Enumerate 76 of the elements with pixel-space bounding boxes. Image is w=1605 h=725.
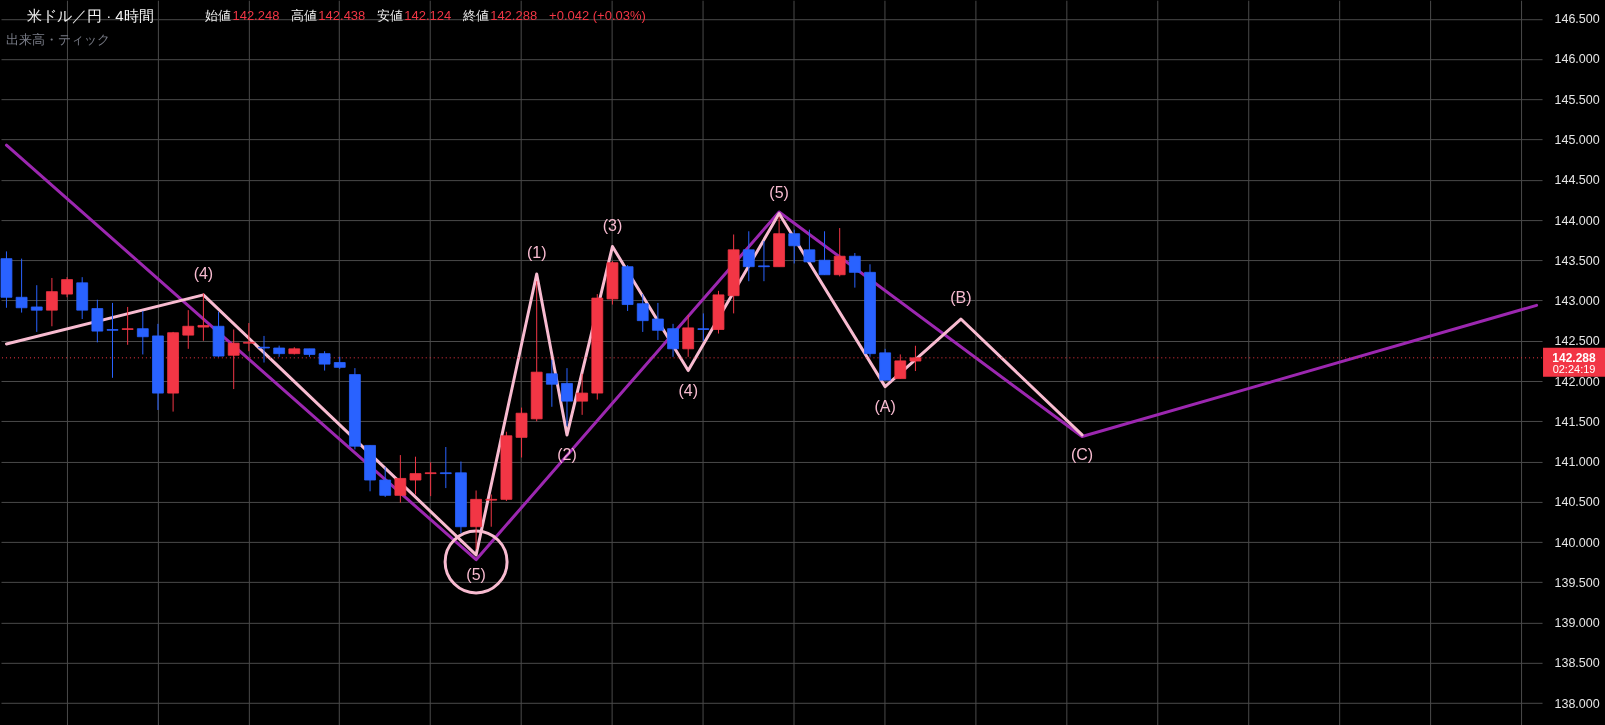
candlestick (439, 446, 452, 489)
line-series (4, 143, 1539, 562)
annotation: 142.124 (404, 8, 452, 24)
y-tick-label: 141.000 (1554, 455, 1600, 470)
candlestick (136, 310, 149, 355)
candlestick (667, 323, 679, 358)
candlestick (545, 359, 558, 408)
candlestick (788, 229, 801, 264)
y-tick-label: 146.500 (1554, 12, 1600, 27)
candlestick (682, 314, 695, 358)
candlestick (91, 299, 104, 343)
candlestick (742, 230, 755, 282)
candlestick (758, 240, 770, 282)
candlestick (121, 306, 134, 346)
annotation: 安値 (377, 8, 404, 24)
candlestick (424, 461, 437, 497)
candlestick (485, 494, 498, 528)
candlestick (197, 292, 210, 342)
annotation: (3) (602, 216, 623, 234)
candlestick (30, 284, 43, 333)
annotation: (C) (1070, 445, 1094, 463)
candlestick (182, 309, 195, 350)
annotation: 終値 (462, 8, 490, 24)
annotation: (4) (193, 264, 214, 282)
annotation: (4) (678, 381, 698, 399)
y-tick-label: 138.500 (1554, 656, 1600, 671)
y-tick-label: 138.000 (1554, 696, 1600, 711)
annotation: (5) (769, 183, 789, 201)
candlestick (243, 322, 255, 352)
candlestick (409, 456, 422, 496)
y-tick-label: 146.000 (1554, 52, 1600, 67)
candlestick (818, 230, 831, 276)
y-tick-label: 145.000 (1554, 133, 1600, 147)
y-tick-label: 139.000 (1554, 616, 1600, 631)
candlestick (833, 227, 846, 277)
y-tick-label: 142.000 (1554, 374, 1600, 389)
candlestick (697, 312, 710, 342)
y-tick-label: 140.500 (1554, 495, 1600, 510)
y-tick-label: 143.000 (1554, 294, 1600, 309)
annotation: 142.438 (318, 8, 366, 24)
candlestick (636, 293, 649, 333)
annotation: 142.248 (232, 8, 280, 24)
candlestick (106, 302, 119, 379)
annotation: 142.288 (490, 8, 538, 24)
candlestick (379, 466, 392, 498)
candlestick (258, 335, 270, 363)
annotation: (5) (466, 565, 486, 583)
annotation: (A) (874, 397, 896, 415)
y-tick-label: 144.000 (1554, 213, 1600, 228)
annotation: (B) (950, 289, 972, 307)
annotation: 始値 (205, 8, 232, 24)
candlestick (652, 302, 664, 341)
candlestick (46, 277, 58, 327)
annotation: +0.042 (+0.03%) (549, 8, 646, 24)
ref-line-label: 142.288 (1552, 350, 1597, 365)
chart-title: 米ドル／円 · 4時間 (26, 7, 154, 25)
y-tick-label: 145.500 (1554, 92, 1600, 107)
candlestick (318, 350, 331, 372)
candlestick (561, 367, 573, 427)
candlestick (576, 373, 588, 416)
annotation: 出来高・ティック (6, 32, 110, 48)
candlestick (61, 276, 73, 298)
y-tick-label: 141.500 (1554, 414, 1600, 429)
candlestick (394, 454, 407, 504)
y-tick-label: 142.500 (1554, 334, 1600, 349)
text: 02:24:19 (1552, 362, 1596, 375)
candlestick (909, 345, 922, 372)
y-tick-label: 143.500 (1554, 253, 1600, 268)
candlestick (848, 252, 861, 289)
y-tick-label: 144.500 (1554, 173, 1600, 188)
y-tick-label: 140.000 (1554, 535, 1600, 550)
y-tick-label: 139.500 (1554, 575, 1600, 590)
candlestick (15, 258, 28, 314)
candlestick (803, 229, 816, 263)
annotation: (1) (526, 243, 547, 261)
annotation: 高値 (291, 8, 318, 24)
